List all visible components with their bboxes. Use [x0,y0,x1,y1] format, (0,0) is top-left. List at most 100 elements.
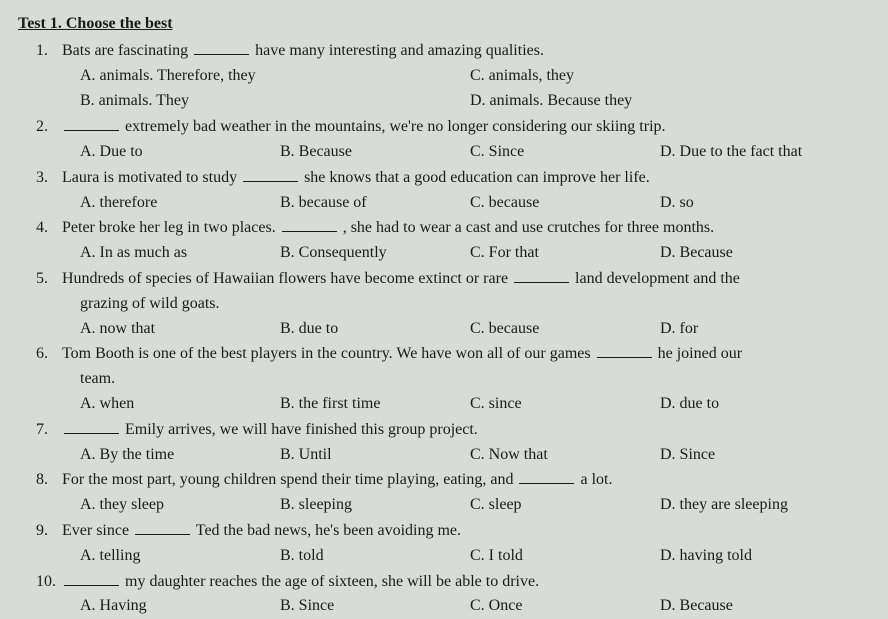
question-text: extremely bad weather in the mountains, … [62,115,870,140]
option-c: C. because [470,317,660,342]
blank [64,117,119,131]
option-d: D. for [660,317,870,342]
option-b: B. because of [280,191,470,216]
question-number: 3. [36,166,62,191]
question-pre: Tom Booth is one of the best players in … [62,345,595,362]
blank [514,269,569,283]
option-b: B. Because [280,140,470,165]
question-text: Bats are fascinating have many interesti… [62,39,870,64]
options-row: A. they sleepB. sleepingC. sleepD. they … [80,493,870,518]
options-row: A. now thatB. due toC. becauseD. for [80,317,870,342]
question-post: , she had to wear a cast and use crutche… [339,219,714,236]
question-text: Hundreds of species of Hawaiian flowers … [62,267,870,292]
question-text: Emily arrives, we will have finished thi… [62,418,870,443]
option-d: D. Due to the fact that [660,140,870,165]
blank [64,571,119,585]
question-line: 9.Ever since Ted the bad news, he's been… [36,519,870,544]
options-row: A. HavingB. SinceC. OnceD. Because [80,594,870,619]
question-text: Laura is motivated to study she knows th… [62,166,870,191]
blank [64,419,119,433]
question-text: Ever since Ted the bad news, he's been a… [62,519,870,544]
blank [282,218,337,232]
question-number: 4. [36,216,62,241]
question-post: have many interesting and amazing qualit… [251,42,544,59]
question-number: 2. [36,115,62,140]
question-post: she knows that a good education can impr… [300,169,650,186]
blank [243,167,298,181]
question-pre: Laura is motivated to study [62,169,241,186]
question-post: he joined our [654,345,742,362]
options-row: A. thereforeB. because ofC. becauseD. so [80,191,870,216]
question: 7. Emily arrives, we will have finished … [36,418,870,468]
option-c: C. For that [470,241,660,266]
options-row: A. By the timeB. UntilC. Now thatD. Sinc… [80,443,870,468]
question-post: Ted the bad news, he's been avoiding me. [192,522,461,539]
question-text: Peter broke her leg in two places. , she… [62,216,870,241]
option-a: A. now that [80,317,280,342]
question-line: 3.Laura is motivated to study she knows … [36,166,870,191]
option-b: B. the first time [280,392,470,417]
question-text: Tom Booth is one of the best players in … [62,342,870,367]
question: 1.Bats are fascinating have many interes… [36,39,870,114]
question-pre: Peter broke her leg in two places. [62,219,280,236]
question-post: my daughter reaches the age of sixteen, … [121,573,539,590]
question-line: 8.For the most part, young children spen… [36,468,870,493]
option-d: D. animals. Because they [470,89,870,114]
option-c: C. Now that [470,443,660,468]
question-line: 1.Bats are fascinating have many interes… [36,39,870,64]
option-b: B. Until [280,443,470,468]
option-c: C. animals, they [470,64,870,89]
question-line: 4.Peter broke her leg in two places. , s… [36,216,870,241]
options-row: A. whenB. the first timeC. sinceD. due t… [80,392,870,417]
option-d: D. having told [660,544,870,569]
question-pre: Hundreds of species of Hawaiian flowers … [62,270,512,287]
option-c: C. sleep [470,493,660,518]
option-b: B. Consequently [280,241,470,266]
option-c: C. Once [470,594,660,619]
question-number: 1. [36,39,62,64]
question: 3.Laura is motivated to study she knows … [36,166,870,216]
blank [597,344,652,358]
question: 4.Peter broke her leg in two places. , s… [36,216,870,266]
option-a: A. animals. Therefore, they [80,64,470,89]
option-b: B. due to [280,317,470,342]
question-number: 9. [36,519,62,544]
option-c: C. because [470,191,660,216]
question: 5.Hundreds of species of Hawaiian flower… [36,267,870,341]
options-row: A. animals. Therefore, theyC. animals, t… [80,64,870,89]
question-post: land development and the [571,270,740,287]
test-title: Test 1. Choose the best [18,12,870,37]
question-number: 5. [36,267,62,292]
option-a: A. telling [80,544,280,569]
blank [194,40,249,54]
option-a: A. Having [80,594,280,619]
question-post: a lot. [576,471,612,488]
option-b: B. told [280,544,470,569]
question-text: For the most part, young children spend … [62,468,870,493]
question-line: 2. extremely bad weather in the mountain… [36,115,870,140]
option-a: A. therefore [80,191,280,216]
options-row: A. Due toB. BecauseC. SinceD. Due to the… [80,140,870,165]
question-post: extremely bad weather in the mountains, … [121,118,666,135]
option-d: D. due to [660,392,870,417]
question-pre: Ever since [62,522,133,539]
question-pre: Bats are fascinating [62,42,192,59]
option-c: C. since [470,392,660,417]
option-a: A. Due to [80,140,280,165]
option-d: D. Because [660,594,870,619]
option-b: B. Since [280,594,470,619]
question-line: 6.Tom Booth is one of the best players i… [36,342,870,367]
option-c: C. Since [470,140,660,165]
option-d: D. Because [660,241,870,266]
question-number: 10. [36,570,62,595]
question-continuation: grazing of wild goats. [80,292,870,317]
option-d: D. they are sleeping [660,493,870,518]
option-b: B. sleeping [280,493,470,518]
question: 9.Ever since Ted the bad news, he's been… [36,519,870,569]
option-d: D. so [660,191,870,216]
blank [519,470,574,484]
option-a: A. they sleep [80,493,280,518]
option-a: A. In as much as [80,241,280,266]
question-post: Emily arrives, we will have finished thi… [121,421,478,438]
options-row: B. animals. TheyD. animals. Because they [80,89,870,114]
